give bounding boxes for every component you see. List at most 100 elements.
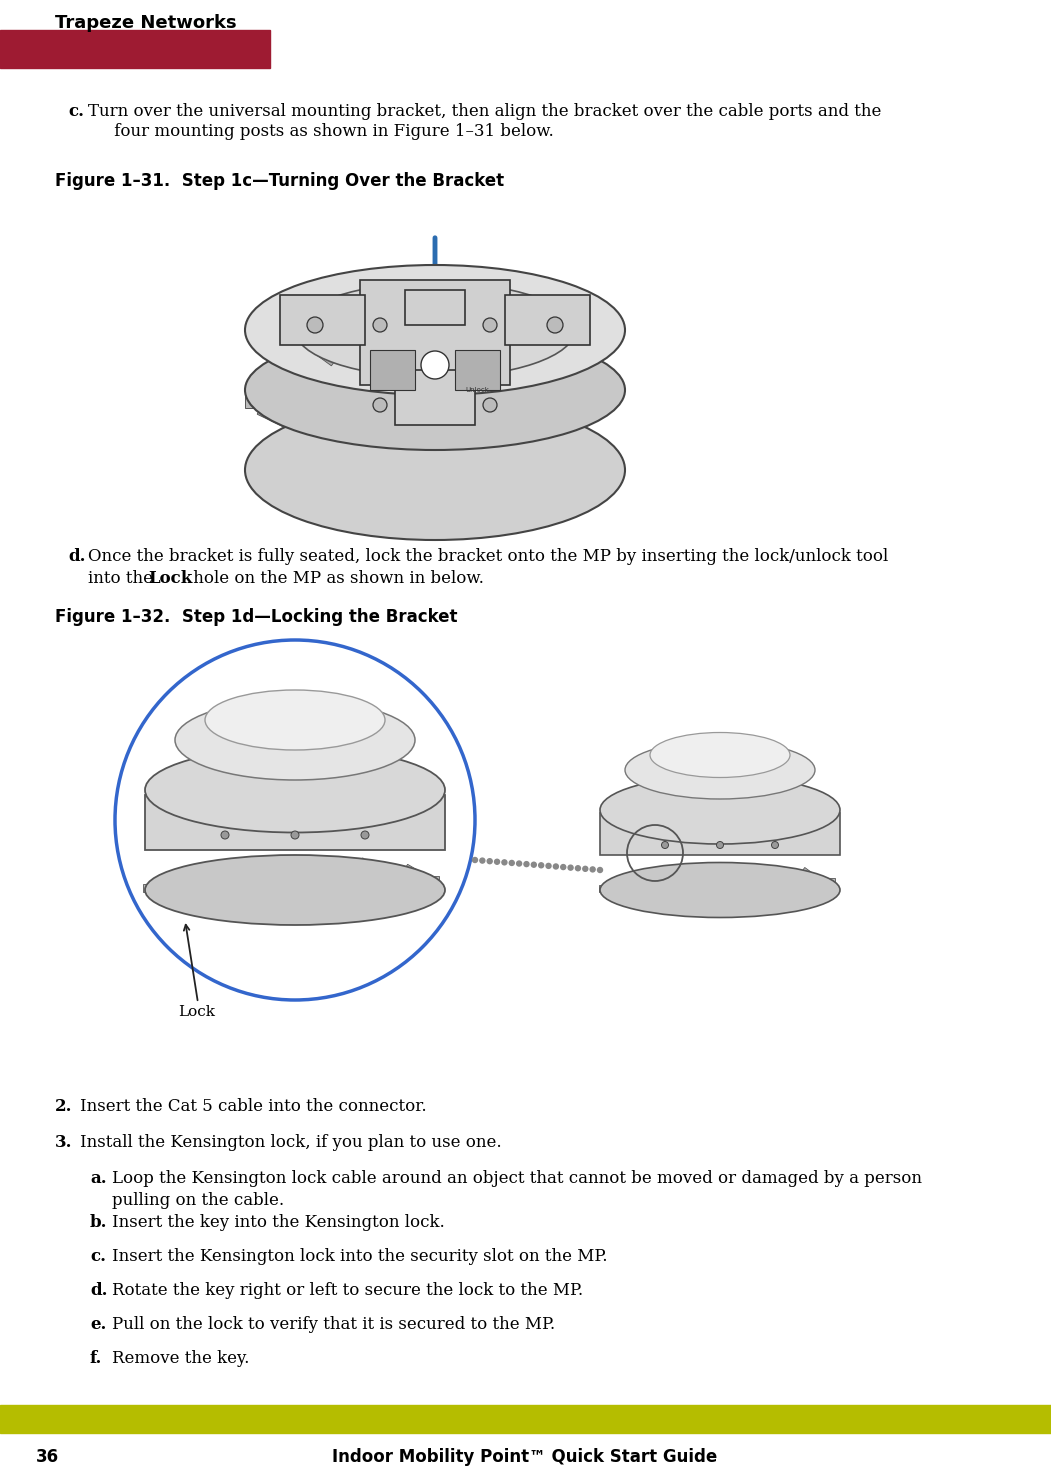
Bar: [526, 342, 550, 361]
Bar: [588, 380, 615, 394]
Bar: [257, 402, 289, 427]
Bar: [143, 884, 161, 891]
Bar: [395, 369, 475, 425]
Circle shape: [510, 861, 514, 865]
Bar: [0, 29, 270, 67]
Text: c.: c.: [68, 103, 84, 120]
Ellipse shape: [245, 265, 625, 394]
Text: Pull on the lock to verify that it is secured to the MP.: Pull on the lock to verify that it is se…: [112, 1316, 555, 1333]
Circle shape: [221, 831, 229, 839]
Text: d.: d.: [68, 548, 85, 564]
Text: Install the Kensington lock, if you plan to use one.: Install the Kensington lock, if you plan…: [80, 1135, 501, 1151]
Bar: [565, 388, 597, 413]
Bar: [370, 350, 415, 390]
Text: hole on the MP as shown in below.: hole on the MP as shown in below.: [188, 570, 483, 586]
Circle shape: [291, 831, 298, 839]
Bar: [552, 331, 577, 337]
Ellipse shape: [600, 776, 840, 844]
Circle shape: [717, 841, 723, 849]
Text: Unlock: Unlock: [465, 387, 489, 393]
Bar: [287, 337, 312, 343]
Circle shape: [524, 862, 529, 866]
Bar: [572, 362, 603, 387]
Text: Insert the Cat 5 cable into the connector.: Insert the Cat 5 cable into the connecto…: [80, 1098, 427, 1116]
Text: a.: a.: [90, 1170, 106, 1187]
Bar: [387, 298, 400, 324]
Text: f.: f.: [90, 1350, 102, 1366]
Ellipse shape: [600, 862, 840, 918]
Text: Remove the key.: Remove the key.: [112, 1350, 249, 1366]
Bar: [405, 290, 465, 325]
Text: c.: c.: [90, 1248, 106, 1265]
Circle shape: [488, 859, 492, 863]
Bar: [621, 874, 637, 887]
Ellipse shape: [295, 283, 575, 378]
Circle shape: [115, 641, 475, 1000]
Bar: [528, 350, 556, 380]
Ellipse shape: [145, 855, 445, 925]
Bar: [455, 350, 500, 390]
Bar: [598, 885, 613, 891]
Text: Figure 1–32.  Step 1d—Locking the Bracket: Figure 1–32. Step 1d—Locking the Bracket: [55, 608, 457, 626]
Bar: [159, 888, 179, 903]
Circle shape: [598, 868, 602, 872]
Text: Insert the Kensington lock into the security slot on the MP.: Insert the Kensington lock into the secu…: [112, 1248, 607, 1265]
Text: Lock: Lock: [148, 570, 192, 586]
Text: b.: b.: [90, 1214, 107, 1231]
Text: Indoor Mobility Point™ Quick Start Guide: Indoor Mobility Point™ Quick Start Guide: [332, 1448, 718, 1466]
Text: Loop the Kensington lock cable around an object that cannot be moved or damaged : Loop the Kensington lock cable around an…: [112, 1170, 922, 1187]
Bar: [311, 346, 335, 366]
Circle shape: [547, 863, 551, 868]
Bar: [217, 862, 233, 881]
Ellipse shape: [650, 733, 790, 777]
Bar: [356, 858, 372, 878]
Circle shape: [547, 317, 563, 333]
Bar: [349, 887, 365, 906]
Text: Trapeze Networks: Trapeze Networks: [55, 15, 236, 32]
Bar: [748, 863, 760, 880]
Circle shape: [473, 858, 477, 862]
Circle shape: [360, 831, 369, 839]
Circle shape: [539, 863, 543, 868]
Ellipse shape: [245, 400, 625, 539]
Bar: [463, 350, 477, 375]
Bar: [399, 881, 419, 897]
Circle shape: [532, 862, 536, 868]
Bar: [529, 308, 553, 328]
Text: 3.: 3.: [55, 1135, 73, 1151]
Text: Figure 1–31.  Step 1c—Turning Over the Bracket: Figure 1–31. Step 1c—Turning Over the Br…: [55, 172, 504, 191]
Bar: [304, 408, 332, 438]
Text: Rotate the key right or left to secure the lock to the MP.: Rotate the key right or left to secure t…: [112, 1281, 583, 1299]
Bar: [674, 891, 684, 906]
Bar: [801, 868, 816, 881]
Ellipse shape: [145, 748, 445, 833]
Text: Insert the key into the Kensington lock.: Insert the key into the Kensington lock.: [112, 1214, 445, 1231]
Bar: [283, 891, 291, 909]
Text: Lock: Lock: [178, 1006, 215, 1019]
Bar: [245, 394, 273, 408]
Bar: [680, 866, 691, 881]
Text: Turn over the universal mounting bracket, then align the bracket over the cable : Turn over the universal mounting bracket…: [88, 103, 882, 139]
Bar: [469, 296, 482, 323]
Circle shape: [771, 841, 779, 849]
Circle shape: [483, 397, 497, 412]
Bar: [389, 349, 409, 380]
Circle shape: [421, 350, 449, 380]
Circle shape: [373, 318, 387, 331]
FancyBboxPatch shape: [360, 280, 510, 386]
Text: Once the bracket is fully seated, lock the bracket onto the MP by inserting the : Once the bracket is fully seated, lock t…: [88, 548, 888, 564]
Circle shape: [307, 317, 323, 333]
Bar: [280, 295, 365, 345]
Bar: [210, 890, 226, 910]
FancyBboxPatch shape: [145, 795, 445, 850]
Circle shape: [373, 397, 387, 412]
Text: e.: e.: [90, 1316, 106, 1333]
Bar: [375, 410, 395, 441]
Circle shape: [480, 858, 485, 863]
Circle shape: [554, 863, 558, 869]
Bar: [504, 295, 590, 345]
Bar: [314, 314, 338, 333]
Bar: [0, 1404, 1051, 1432]
Text: pulling on the cable.: pulling on the cable.: [112, 1192, 284, 1209]
FancyBboxPatch shape: [600, 814, 840, 855]
